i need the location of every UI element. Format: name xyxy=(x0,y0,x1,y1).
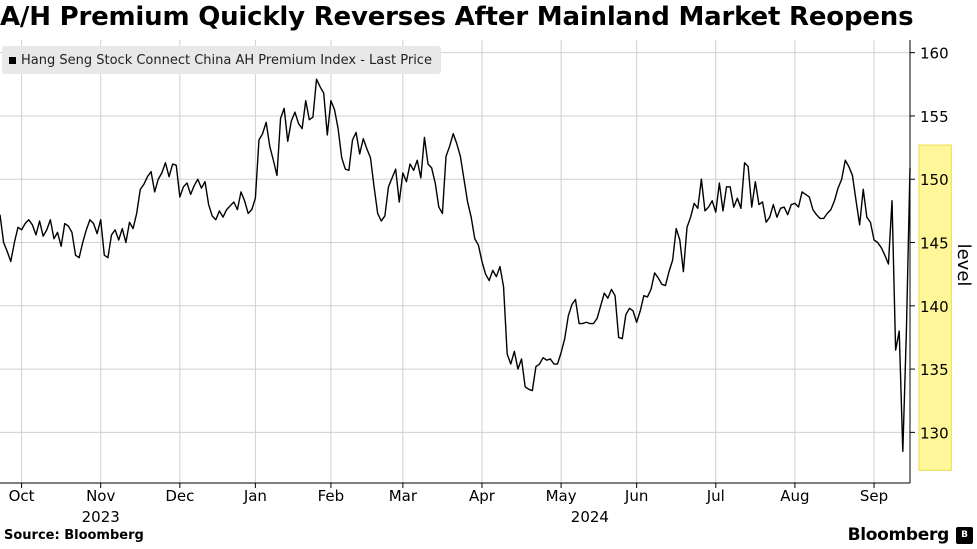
x-tick-label: Jul xyxy=(706,487,725,505)
y-tick-label: 150 xyxy=(920,171,949,189)
legend-swatch-icon xyxy=(9,56,16,64)
x-tick-label: Nov xyxy=(86,487,115,505)
y-tick-label: 145 xyxy=(920,235,949,253)
y-axis-label: level xyxy=(953,244,974,287)
source-note: Source: Bloomberg xyxy=(4,528,144,543)
x-tick-label: Apr xyxy=(469,487,496,505)
y-tick-label: 135 xyxy=(920,361,949,379)
y-tick-label: 160 xyxy=(920,45,949,63)
series-line-group xyxy=(0,78,911,453)
highlight-box xyxy=(918,144,952,471)
legend-label: Hang Seng Stock Connect China AH Premium… xyxy=(21,52,432,68)
brand-logo: Bloomberg xyxy=(847,525,950,545)
y-tick-labels: 130 135 140 145 150 155 160 xyxy=(920,45,949,443)
series-line xyxy=(0,78,911,453)
y-tick-label: 155 xyxy=(920,108,949,126)
chart-title: A/H Premium Quickly Reverses After Mainl… xyxy=(0,2,914,32)
brand-mark-icon: B xyxy=(956,527,973,544)
y-tick-label: 140 xyxy=(920,298,949,316)
x-tick-label: Aug xyxy=(780,487,809,505)
legend: Hang Seng Stock Connect China AH Premium… xyxy=(2,46,441,74)
x-tick-label: Dec xyxy=(165,487,194,505)
x-tick-label: Jun xyxy=(624,487,648,505)
x-tick-label: Jan xyxy=(243,487,267,505)
x-tick-label: Sep xyxy=(860,487,888,505)
y-tick-label: 130 xyxy=(920,424,949,442)
axes xyxy=(0,40,915,488)
x-tick-label: Oct xyxy=(9,487,35,505)
highlight-region xyxy=(918,144,952,471)
x-year-label: 2024 xyxy=(571,508,609,526)
x-tick-label: Feb xyxy=(318,487,345,505)
x-tick-label: May xyxy=(546,487,577,505)
x-tick-labels: Oct Nov Dec Jan Feb Mar Apr May Jun Jul Aug Sep 2023… xyxy=(9,487,889,526)
x-year-label: 2023 xyxy=(82,508,120,526)
x-tick-label: Mar xyxy=(389,487,418,505)
gridlines xyxy=(0,40,910,483)
